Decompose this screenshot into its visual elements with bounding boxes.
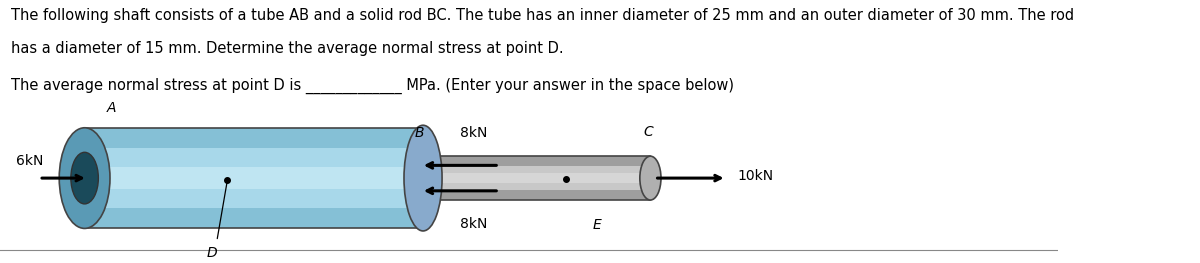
Text: D: D bbox=[206, 246, 217, 260]
Text: 6kN: 6kN bbox=[16, 154, 43, 168]
Text: A: A bbox=[107, 101, 115, 115]
Bar bbox=[85, 128, 424, 229]
Bar bbox=[424, 156, 650, 200]
Text: The average normal stress at point D is _____________ MPa. (Enter your answer in: The average normal stress at point D is … bbox=[11, 77, 733, 94]
Bar bbox=[424, 156, 650, 200]
Text: 10kN: 10kN bbox=[737, 169, 773, 183]
Bar bbox=[85, 167, 424, 189]
Text: 8kN: 8kN bbox=[460, 217, 487, 231]
Ellipse shape bbox=[640, 156, 661, 200]
Text: E: E bbox=[593, 218, 601, 232]
Text: C: C bbox=[643, 125, 653, 139]
Ellipse shape bbox=[71, 152, 98, 204]
Text: has a diameter of 15 mm. Determine the average normal stress at point D.: has a diameter of 15 mm. Determine the a… bbox=[11, 41, 563, 56]
Bar bbox=[85, 208, 424, 229]
Bar bbox=[85, 128, 424, 148]
Bar bbox=[85, 128, 424, 229]
Bar bbox=[424, 156, 650, 166]
Text: The following shaft consists of a tube AB and a solid rod BC. The tube has an in: The following shaft consists of a tube A… bbox=[11, 8, 1074, 23]
Bar bbox=[424, 173, 650, 183]
Text: B: B bbox=[415, 125, 425, 140]
Text: 8kN: 8kN bbox=[460, 125, 487, 140]
Ellipse shape bbox=[59, 128, 110, 229]
Bar bbox=[424, 190, 650, 200]
Ellipse shape bbox=[404, 125, 442, 231]
